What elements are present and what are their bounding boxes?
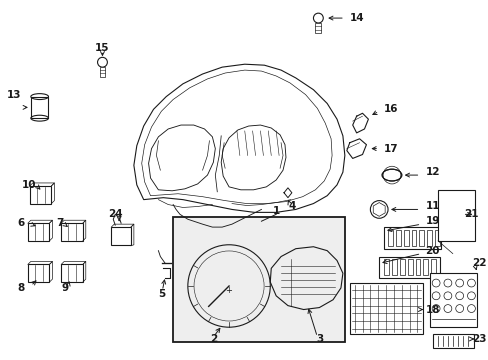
Bar (415, 260, 420, 275)
Text: 2: 2 (209, 334, 217, 344)
Bar (387, 230, 392, 246)
Bar (403, 230, 408, 246)
Text: 12: 12 (425, 167, 439, 177)
Bar (100, 67, 105, 77)
Bar (427, 230, 431, 246)
Bar (423, 260, 427, 275)
Text: 23: 23 (471, 334, 486, 344)
Text: 13: 13 (6, 90, 21, 100)
Bar (399, 260, 404, 275)
Text: 7: 7 (57, 218, 64, 228)
Text: 14: 14 (349, 13, 364, 23)
Text: 24: 24 (108, 210, 122, 219)
Text: 3: 3 (316, 334, 323, 344)
Bar (349, 283, 423, 334)
Bar (61, 223, 82, 241)
Bar (315, 23, 321, 33)
Text: 19: 19 (425, 216, 439, 226)
Text: 18: 18 (425, 305, 439, 315)
Bar (28, 264, 49, 282)
Text: 16: 16 (384, 104, 398, 114)
Bar (111, 227, 131, 245)
Text: 15: 15 (95, 42, 109, 53)
Bar (391, 260, 396, 275)
Text: 9: 9 (61, 283, 69, 293)
Bar (411, 230, 416, 246)
Text: 21: 21 (464, 210, 478, 219)
Bar (432, 334, 473, 348)
Bar (430, 260, 435, 275)
Text: 4: 4 (287, 202, 295, 211)
Bar (31, 96, 48, 118)
Bar (378, 257, 439, 278)
Bar (28, 223, 49, 241)
Text: +: + (225, 287, 232, 296)
Bar (434, 230, 439, 246)
Text: 6: 6 (18, 218, 24, 228)
Bar (407, 260, 412, 275)
Bar (419, 230, 424, 246)
Bar (384, 260, 388, 275)
Text: 1: 1 (272, 206, 279, 216)
Bar (395, 230, 400, 246)
Text: 11: 11 (425, 202, 439, 211)
Bar (384, 227, 440, 249)
Text: 17: 17 (384, 144, 398, 154)
Text: 10: 10 (21, 180, 36, 190)
Text: 8: 8 (18, 283, 24, 293)
Bar (30, 186, 51, 203)
Bar (437, 190, 474, 241)
Text: 5: 5 (158, 289, 164, 299)
Bar (429, 273, 476, 327)
Bar (173, 217, 344, 342)
Text: 22: 22 (471, 258, 486, 269)
Bar (61, 264, 82, 282)
Text: 20: 20 (425, 246, 439, 256)
